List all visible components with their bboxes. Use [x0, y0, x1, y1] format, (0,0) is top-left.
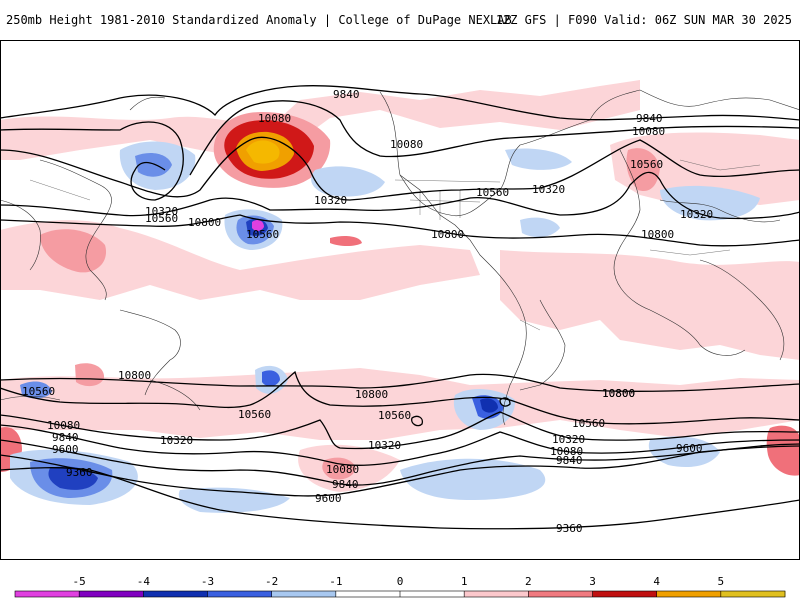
contour-label: 10080: [632, 125, 665, 138]
contour-label: 10800: [602, 387, 635, 400]
colorbar-tick-label: 1: [461, 575, 468, 588]
contour-label: 9840: [333, 88, 360, 101]
colorbar-segment: [271, 591, 337, 597]
height-contours: [0, 85, 800, 530]
contour-label: 9840: [636, 112, 663, 125]
contour-label: 10800: [188, 216, 221, 229]
contour-label: 10800: [431, 228, 464, 241]
colorbar-segment: [207, 591, 273, 597]
contour-label: 9360: [66, 466, 93, 479]
contour-label: 9840: [52, 431, 79, 444]
colorbar-tick-label: -3: [201, 575, 214, 588]
colorbar-segment: [720, 591, 786, 597]
contour-label: 9360: [556, 522, 583, 535]
colorbar-segment: [656, 591, 722, 597]
contour-label: 10320: [680, 208, 713, 221]
colorbar-tick-label: 3: [589, 575, 596, 588]
contour-label: 10560: [145, 212, 178, 225]
contour-label: 10800: [602, 387, 635, 400]
anomaly-map: 9840 9840 10080 10080 10080 10320 10320 …: [0, 40, 800, 560]
contour-label: 10560: [572, 417, 605, 430]
contour-label: 10320: [532, 183, 565, 196]
colorbar-segment: [464, 591, 529, 597]
contour-label: 10800: [355, 388, 388, 401]
contour-label: 10560: [630, 158, 663, 171]
contour-label: 9600: [315, 492, 342, 505]
colorbar-tick-label: -2: [265, 575, 278, 588]
colorbar: -5 -4 -3 -2 -1 0 1 2 3 4 5: [14, 575, 786, 598]
colorbar-tick-label: -5: [73, 575, 86, 588]
colorbar-tick-label: 5: [718, 575, 725, 588]
colorbar-tick-label: -4: [137, 575, 151, 588]
contour-label: 10560: [246, 228, 279, 241]
contour-label: 10080: [258, 112, 291, 125]
contour-label: 10320: [314, 194, 347, 207]
contour-label: 10320: [552, 433, 585, 446]
colorbar-segment: [592, 591, 658, 597]
contour-label: 9600: [52, 443, 79, 456]
model-run-info: 12Z GFS | F090 Valid: 06Z SUN MAR 30 202…: [495, 13, 792, 27]
contour-label: 10080: [47, 419, 80, 432]
contour-labels: 9840 9840 10080 10080 10080 10320 10320 …: [22, 88, 713, 535]
contour-label: 10320: [145, 205, 178, 218]
colorbar-segment: [335, 591, 401, 597]
contour-label: 10800: [118, 369, 151, 382]
contour-label: 9840: [332, 478, 359, 491]
contour-label: 10560: [238, 408, 271, 421]
contour-label: 10080: [326, 463, 359, 476]
contour-label: 10320: [368, 439, 401, 452]
contour-label: 10560: [476, 186, 509, 199]
contour-label: 10080: [550, 445, 583, 458]
contour-label: 10560: [22, 385, 55, 398]
colorbar-segment: [400, 591, 465, 597]
colorbar-ticks: -5 -4 -3 -2 -1 0 1 2 3 4 5: [73, 575, 725, 597]
colorbar-tick-label: -1: [329, 575, 342, 588]
contour-label: 9840: [556, 454, 583, 467]
colorbar-tick-label: 4: [653, 575, 660, 588]
colorbar-segment: [143, 591, 208, 597]
contour-label: 10080: [390, 138, 423, 151]
political-borders: [29, 159, 761, 331]
map-title: 250mb Height 1981-2010 Standardized Anom…: [6, 13, 512, 27]
colorbar-segment: [15, 591, 80, 597]
contour-label: 10800: [641, 228, 674, 241]
contour-label: 9600: [676, 442, 703, 455]
colorbar-segment: [528, 591, 593, 597]
colorbar-segment: [79, 591, 144, 597]
coastlines: [0, 89, 800, 426]
contour-label: 10320: [160, 434, 193, 447]
colorbar-tick-label: 0: [397, 575, 404, 588]
colorbar-tick-label: 2: [525, 575, 532, 588]
contour-label: 10560: [378, 409, 411, 422]
